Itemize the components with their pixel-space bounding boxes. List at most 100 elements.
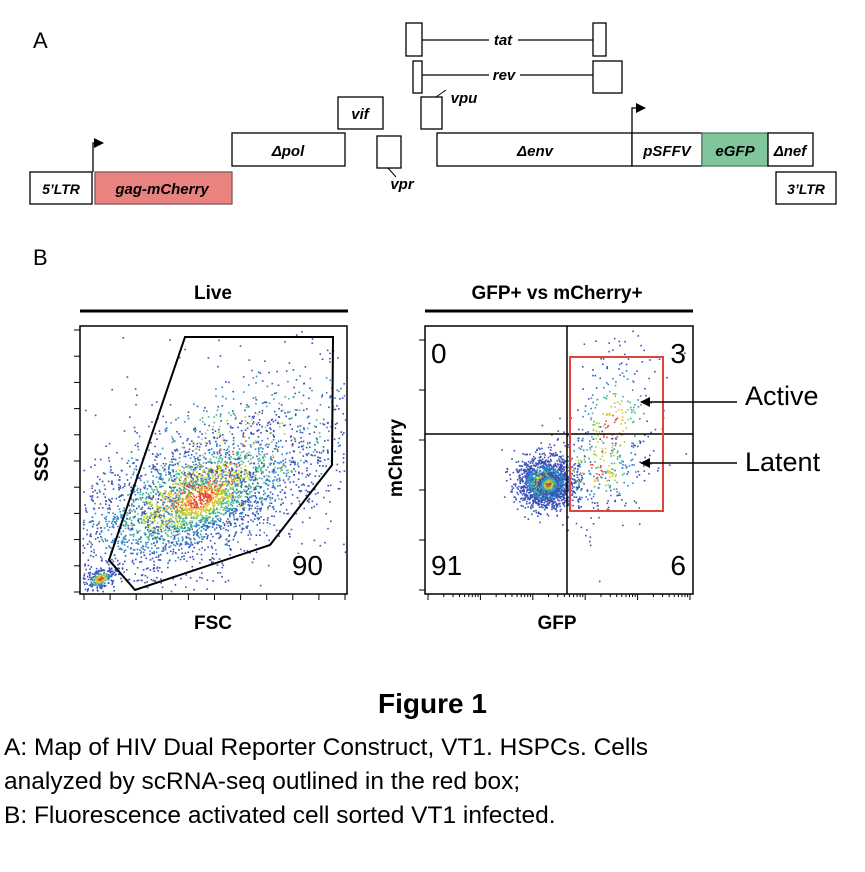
scatter-point	[203, 456, 205, 459]
scatter-point	[538, 462, 540, 464]
scatter-point	[273, 462, 275, 464]
scatter-point	[209, 484, 212, 487]
scatter-point	[233, 499, 236, 501]
scatter-point	[103, 569, 106, 572]
scatter-point	[316, 409, 318, 412]
scatter-point	[256, 510, 258, 513]
scatter-point	[299, 429, 301, 431]
scatter-point	[204, 471, 206, 473]
scatter-point	[278, 535, 280, 537]
scatter-point	[303, 428, 305, 431]
scatter-point	[201, 518, 204, 520]
scatter-point	[230, 462, 232, 464]
scatter-point	[536, 494, 539, 496]
scatter-point	[229, 512, 231, 514]
scatter-point	[520, 486, 522, 488]
scatter-point	[199, 497, 202, 499]
scatter-point	[154, 528, 156, 530]
scatter-point	[271, 493, 274, 495]
scatter-point	[135, 558, 137, 561]
scatter-point	[108, 570, 110, 572]
scatter-point	[204, 476, 206, 478]
scatter-point	[287, 411, 289, 414]
scatter-point	[173, 508, 176, 510]
scatter-point	[102, 574, 104, 576]
scatter-point	[109, 568, 111, 570]
scatter-point	[295, 484, 298, 486]
scatter-point	[258, 452, 260, 455]
live-gate	[107, 336, 335, 592]
segment-vpr: vpr	[376, 135, 415, 193]
scatter-point	[210, 561, 213, 563]
scatter-point	[527, 496, 529, 498]
scatter-point	[252, 422, 254, 425]
scatter-point	[100, 576, 103, 579]
scatter-point	[577, 468, 579, 470]
scatter-point	[316, 462, 319, 464]
scatter-point	[221, 483, 224, 486]
scatter-point	[225, 449, 228, 452]
scatter-point	[234, 534, 236, 536]
scatter-point	[107, 582, 110, 584]
scatter-point	[239, 422, 241, 424]
scatter-point	[232, 439, 235, 442]
scatter-point	[174, 525, 176, 527]
scatter-point	[302, 394, 305, 397]
scatter-point	[258, 429, 260, 431]
scatter-point	[157, 547, 160, 549]
scatter-point	[130, 542, 133, 545]
scatter-point	[212, 521, 215, 523]
scatter-point	[544, 454, 546, 456]
scatter-point	[116, 515, 118, 518]
scatter-point	[148, 506, 151, 508]
scatter-point	[315, 437, 317, 439]
scatter-point	[96, 580, 99, 583]
scatter-point	[221, 491, 223, 493]
scatter-point	[171, 451, 174, 454]
scatter-point	[249, 491, 251, 493]
scatter-point	[201, 492, 203, 495]
scatter-point	[567, 488, 570, 491]
scatter-point	[256, 455, 258, 457]
scatter-point	[138, 505, 140, 507]
scatter-point	[261, 426, 263, 429]
scatter-point	[218, 558, 221, 560]
scatter-point	[95, 584, 97, 586]
scatter-point	[173, 440, 175, 442]
scatter-point	[271, 497, 274, 499]
scatter-point	[175, 502, 178, 504]
scatter-point	[242, 391, 245, 393]
scatter-point	[240, 471, 242, 474]
scatter-point	[169, 339, 171, 341]
scatter-point	[265, 474, 268, 477]
scatter-point	[198, 448, 201, 451]
scatter-point	[290, 502, 293, 505]
scatter-point	[236, 451, 238, 453]
scatter-point	[91, 583, 93, 585]
scatter-point	[112, 525, 114, 528]
scatter-point	[183, 473, 186, 475]
scatter-point	[172, 548, 175, 551]
scatter-point	[104, 472, 106, 475]
scatter-point	[201, 438, 203, 441]
scatter-point	[151, 523, 153, 525]
scatter-point	[119, 495, 121, 497]
scatter-point	[222, 509, 225, 511]
scatter-point	[527, 463, 529, 466]
scatter-point	[161, 496, 164, 498]
scatter-point	[272, 434, 275, 436]
scatter-point	[187, 451, 190, 453]
scatter-point	[267, 475, 270, 478]
scatter-point	[99, 478, 101, 481]
scatter-point	[178, 520, 181, 522]
scatter-point	[189, 556, 192, 559]
scatter-point	[113, 554, 116, 556]
scatter-point	[165, 490, 167, 493]
scatter-point	[246, 455, 248, 457]
scatter-point	[251, 433, 253, 435]
scatter-point	[296, 409, 299, 411]
scatter-point	[217, 487, 220, 490]
scatter-point	[120, 548, 122, 551]
scatter-point	[534, 472, 536, 475]
scatter-point	[255, 471, 257, 473]
